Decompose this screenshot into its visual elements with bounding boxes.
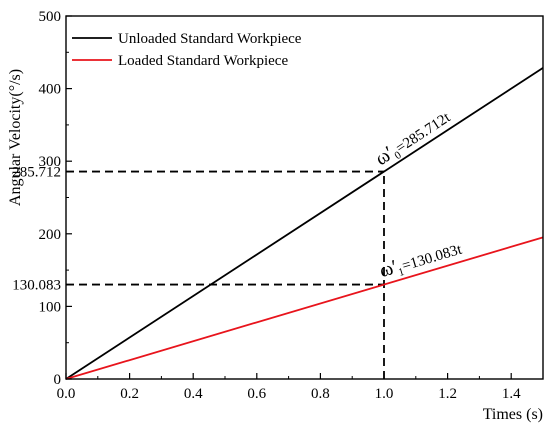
y-tick-label: 400: [39, 82, 62, 98]
series-line: [65, 236, 544, 380]
x-tick-label: 1.0: [375, 386, 394, 402]
x-tick-label: 1.2: [438, 386, 457, 402]
legend-label: Loaded Standard Workpiece: [118, 53, 288, 69]
y-tick-label: 500: [39, 9, 62, 25]
equation-subscript: 0: [392, 149, 404, 162]
y-tick-label: 100: [39, 299, 62, 315]
y-tick-label: 300: [39, 154, 62, 170]
x-tick-label: 0.6: [247, 386, 266, 402]
plot-frame: [65, 15, 544, 380]
x-tick-label: 1.4: [502, 386, 521, 402]
x-tick-label: 0.8: [311, 386, 330, 402]
x-axis-ticks: 0.0 0.2 0.4 0.6 0.8 1.0 1.2 1.4: [57, 373, 544, 402]
series-line: [65, 67, 544, 380]
reference-lines: [66, 170, 385, 379]
y-axis-ticks: 0 100 200 300 400 500 285.712 130.083: [12, 9, 72, 388]
omega-symbol: ω: [377, 257, 396, 282]
equation-subscript: 1: [397, 266, 406, 279]
x-axis-title: Times (s): [483, 406, 543, 423]
prime-symbol: ′: [389, 256, 399, 278]
x-tick-label: 0.4: [184, 386, 203, 402]
y-axis-title: Angular Velocity(°/s): [7, 69, 24, 206]
y-extra-tick-label: 285.712: [12, 165, 61, 181]
legend: Unloaded Standard Workpiece Loaded Standa…: [72, 31, 302, 69]
legend-label: Unloaded Standard Workpiece: [118, 31, 302, 47]
y-tick-label: 200: [39, 227, 62, 243]
x-tick-label: 0.2: [120, 386, 139, 402]
equation-text: =285.712t: [393, 109, 454, 156]
equation-label: ω′0=285.712t: [371, 105, 456, 172]
x-tick-label: 0.0: [57, 386, 76, 402]
series-lines: [65, 67, 544, 380]
y-extra-tick-label: 130.083: [12, 278, 61, 294]
equation-label: ω′1=130.083t: [377, 237, 466, 284]
y-tick-label: 0: [54, 372, 62, 388]
